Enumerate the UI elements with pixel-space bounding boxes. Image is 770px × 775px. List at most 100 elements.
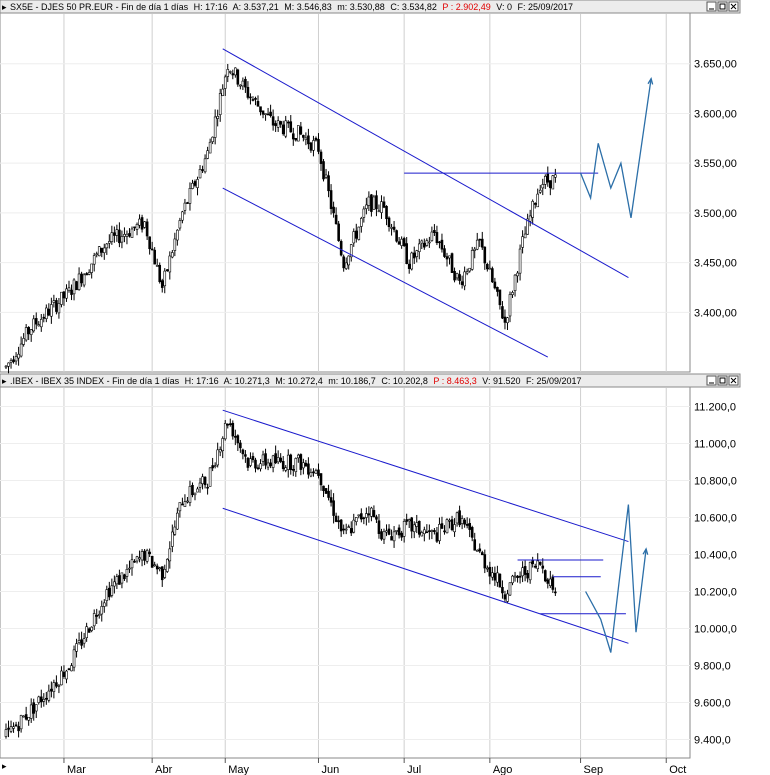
sx5e-candle-body (543, 176, 547, 185)
sx5e-y-tick-label: 3.500,00 (694, 208, 737, 220)
ibex-candle-body (317, 469, 320, 476)
ibex-candle-body (160, 566, 164, 581)
minimize-button[interactable] (706, 1, 717, 12)
sx5e-candle-body (158, 264, 162, 283)
ibex-projection-arrowhead (642, 547, 649, 555)
ibex-candle-body (498, 573, 502, 588)
sx5e-candle-body (186, 202, 189, 204)
ibex-candle-body (279, 457, 282, 462)
sx5e-candle-body (513, 274, 517, 291)
minimize-button[interactable] (706, 375, 717, 386)
sx5e-candle-body (140, 217, 144, 230)
ibex-candle-body (191, 484, 194, 496)
ibex-candle-body (327, 490, 330, 498)
sx5e-y-tick-label: 3.450,00 (694, 258, 737, 270)
ibex-candle-body (213, 465, 217, 468)
sx5e-candle-body (228, 71, 232, 73)
ibex-candle-body (226, 423, 230, 426)
maximize-icon (719, 3, 726, 10)
ibex-candle-body (128, 567, 131, 570)
sx5e-candle-body (80, 273, 83, 284)
ibex-candle-body (291, 469, 295, 471)
sx5e-candle-body (276, 120, 280, 128)
sx5e-candle-body (549, 180, 552, 189)
sx5e-candle-body (367, 196, 371, 206)
sx5e-candle-body (90, 263, 93, 273)
sx5e-candle-body (286, 121, 290, 124)
ibex-candle-body (332, 500, 335, 516)
sx5e-candle-body (153, 249, 156, 265)
ibex-candle-body (39, 696, 43, 703)
ibex-candle-body (85, 626, 88, 639)
ibex-candle-body (334, 515, 338, 522)
maximize-button[interactable] (717, 1, 728, 12)
sx5e-candle-body (24, 327, 28, 341)
sx5e-candle-body (201, 169, 204, 171)
sx5e-candle-body (130, 228, 134, 238)
ibex-candle-body (503, 594, 507, 600)
ibex-candle-body (551, 576, 555, 590)
ibex-candle-body (181, 503, 184, 506)
ibex-candle-body (37, 696, 41, 703)
sx5e-candle-body (279, 121, 282, 125)
ibex-channel-line (222, 507, 629, 644)
ibex-candle-body (274, 453, 277, 464)
sx5e-candle-body (428, 241, 431, 244)
ibex-candle-body (491, 572, 494, 578)
ibex-candle-body (155, 565, 159, 570)
ibex-candle-body (382, 531, 386, 540)
ibex-candle-body (95, 615, 99, 617)
ibex-candle-body (145, 550, 149, 562)
sx5e-candle-body (458, 274, 461, 281)
sx5e-candle-body (223, 76, 227, 89)
sx5e-candle-body (17, 353, 20, 359)
sx5e-candle-body (171, 252, 174, 258)
sx5e-candle-body (281, 124, 285, 135)
ibex-candle-body (455, 512, 459, 524)
sx5e-candle-body (508, 294, 512, 317)
sx5e-candle-body (95, 253, 99, 256)
sx5e-candle-body (284, 120, 288, 137)
sx5e-candle-body (37, 324, 41, 327)
sx5e-candle-body (55, 300, 58, 312)
ibex-candle-body (244, 454, 247, 457)
sx5e-candle-body (385, 205, 388, 220)
x-axis-scroll-icon[interactable]: ▸ (2, 761, 7, 771)
ibex-candle-body (410, 517, 414, 532)
ibex-candle-body (302, 462, 305, 469)
sx5e-candle-body (541, 184, 545, 189)
ibex-candle-body (57, 685, 61, 687)
sx5e-candle-body (269, 111, 272, 117)
maximize-button[interactable] (717, 375, 728, 386)
ibex-candle-body (234, 436, 237, 438)
sx5e-candle-body (463, 271, 466, 287)
ibex-candle-body (42, 699, 46, 702)
sx5e-candle-body (342, 256, 345, 269)
ibex-candle-body (506, 593, 509, 602)
ibex-candle-body (372, 510, 376, 518)
sx5e-candle-body (128, 233, 131, 237)
sx5e-candle-body (19, 343, 23, 357)
sx5e-candle-body (362, 208, 366, 218)
sx5e-candle-body (496, 287, 499, 292)
ibex-candle-body (22, 715, 25, 718)
ibex-candle-body (4, 729, 8, 737)
sx5e-candle-body (475, 239, 479, 250)
sx5e-candle-body (344, 262, 348, 269)
sx5e-y-tick-label: 3.650,00 (694, 59, 737, 71)
sx5e-candle-body (470, 250, 474, 270)
sx5e-candle-body (498, 289, 502, 306)
sx5e-candle-body (324, 174, 328, 178)
ibex-candle-body (347, 526, 351, 529)
ibex-candle-body (475, 550, 479, 552)
ibex-candle-body (102, 602, 106, 607)
sx5e-candle-body (27, 327, 30, 335)
ibex-candle-body (183, 501, 187, 507)
sx5e-candle-body (347, 255, 351, 266)
ibex-candle-body (27, 716, 30, 721)
ibex-candle-body (165, 559, 169, 572)
sx5e-candle-body (249, 96, 252, 99)
sx5e-candle-body (234, 67, 237, 76)
ibex-candle-body (276, 457, 280, 463)
sx5e-candle-body (372, 196, 376, 210)
